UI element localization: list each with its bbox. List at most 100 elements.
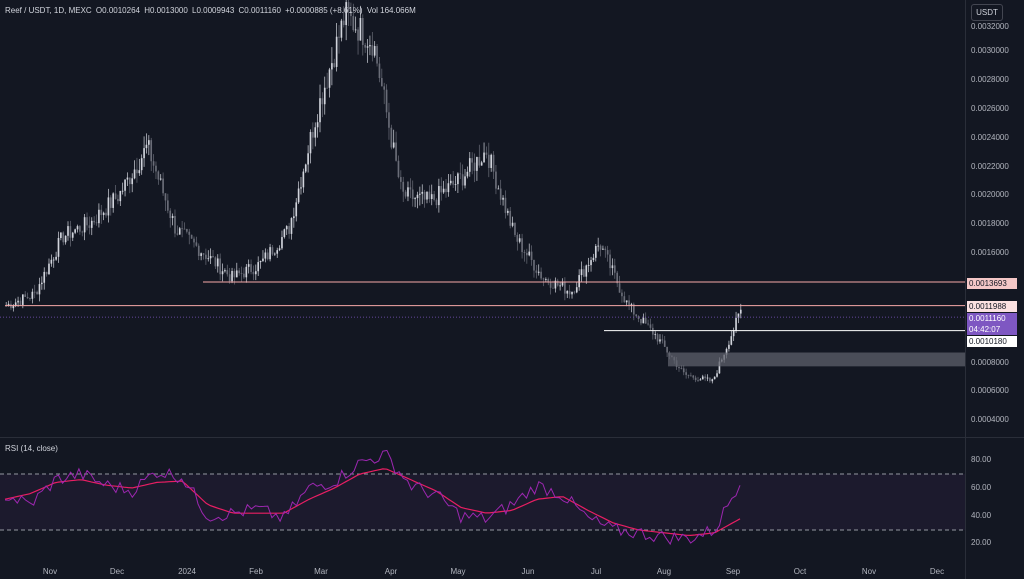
price-tick: 0.0024000: [971, 133, 1009, 142]
candle-body: [162, 178, 164, 194]
candle-body: [464, 176, 466, 186]
candle-body: [652, 327, 654, 335]
candle-body: [57, 237, 60, 257]
candle-body: [319, 98, 321, 123]
candle-body: [400, 177, 402, 182]
candle-body: [238, 270, 241, 274]
time-tick: 2024: [178, 567, 196, 576]
candle-body: [678, 366, 680, 369]
support-zone[interactable]: [668, 352, 965, 367]
candle-body: [357, 29, 359, 41]
candle-body: [711, 379, 714, 382]
candle-body: [276, 250, 279, 254]
candle-body: [647, 323, 649, 325]
candle-body: [580, 269, 583, 276]
candle-body: [83, 217, 86, 233]
candle-body: [281, 237, 283, 249]
legend-symbol[interactable]: Reef / USDT, 1D, MEXC: [5, 6, 92, 15]
candle-body: [630, 304, 633, 306]
time-tick: Aug: [656, 567, 672, 576]
candle-body: [509, 210, 512, 226]
candle-body: [283, 229, 286, 238]
candle-body: [41, 282, 43, 285]
candle-body: [152, 161, 155, 166]
candle-body: [202, 253, 205, 255]
time-tick: Dec: [109, 567, 125, 576]
candle-body: [200, 253, 202, 256]
symbol-legend[interactable]: Reef / USDT, 1D, MEXC O0.0010264 H0.0013…: [5, 6, 418, 15]
candle-body: [45, 271, 48, 275]
level-tag-2[interactable]: 0.0011988: [967, 301, 1017, 312]
candle-body: [654, 334, 657, 336]
candle-body: [735, 317, 737, 331]
candle-body: [606, 250, 609, 255]
candle-body: [107, 197, 110, 216]
candle-body: [155, 165, 157, 172]
price-pane[interactable]: [0, 0, 965, 437]
candle-body: [376, 46, 378, 64]
legend-volume: Vol 164.066M: [366, 6, 416, 15]
candle-body: [214, 257, 217, 267]
candle-body: [632, 304, 635, 315]
candle-body: [433, 194, 435, 200]
candle-body: [594, 246, 597, 258]
rsi-tick: 80.00: [971, 455, 992, 464]
candle-body: [136, 169, 138, 174]
candle-body: [642, 317, 645, 324]
candle-body: [640, 319, 642, 324]
candle-body: [526, 252, 528, 256]
candle-body: [138, 170, 141, 174]
candle-body: [613, 265, 616, 273]
candle-body: [692, 375, 695, 378]
level-tag-1[interactable]: 0.0013693: [967, 278, 1017, 289]
price-tick: 0.0020000: [971, 190, 1009, 199]
candle-body: [537, 271, 540, 273]
price-tick: 0.0028000: [971, 75, 1009, 84]
candle-body: [342, 20, 345, 26]
candle-body: [167, 200, 169, 211]
candle-body: [126, 177, 129, 180]
candle-body: [547, 279, 550, 283]
time-tick: Nov: [861, 567, 877, 576]
rsi-pane[interactable]: [0, 449, 965, 546]
candle-body: [635, 314, 638, 317]
currency-button[interactable]: USDT: [971, 4, 1003, 21]
candle-body: [128, 177, 131, 185]
candle-body: [447, 183, 450, 193]
time-tick: Sep: [725, 567, 741, 576]
level-tag-3[interactable]: 0.0010180: [967, 336, 1017, 347]
candle-body: [521, 238, 523, 253]
candle-body: [354, 29, 357, 31]
candle-body: [323, 87, 326, 105]
candle-body: [483, 152, 485, 163]
candle-body: [55, 256, 57, 260]
rsi-title[interactable]: RSI (14, close): [5, 444, 58, 453]
candle-body: [533, 260, 535, 271]
candle-body: [88, 225, 91, 228]
candle-body: [644, 317, 647, 324]
candle-body: [440, 186, 443, 193]
candle-body: [190, 234, 193, 239]
candle-body: [233, 270, 236, 278]
candle-body: [616, 272, 619, 284]
candle-body: [549, 282, 552, 288]
candle-body: [685, 372, 687, 375]
candle-body: [511, 222, 514, 226]
candle-body: [121, 190, 124, 192]
candle-body: [295, 202, 298, 217]
candle-body: [76, 226, 79, 230]
candle-body: [666, 346, 668, 353]
candle-body: [112, 193, 115, 208]
candle-body: [706, 377, 709, 379]
candle-body: [725, 348, 728, 355]
candle-body: [449, 180, 452, 184]
candle-body: [171, 215, 174, 219]
candle-body: [300, 187, 302, 189]
candle-body: [74, 229, 76, 233]
candle-body: [221, 271, 224, 275]
candle-body: [583, 269, 585, 277]
candle-body: [285, 226, 288, 230]
last-price-tag[interactable]: 0.0011160: [967, 313, 1017, 324]
candle-body: [504, 197, 507, 213]
